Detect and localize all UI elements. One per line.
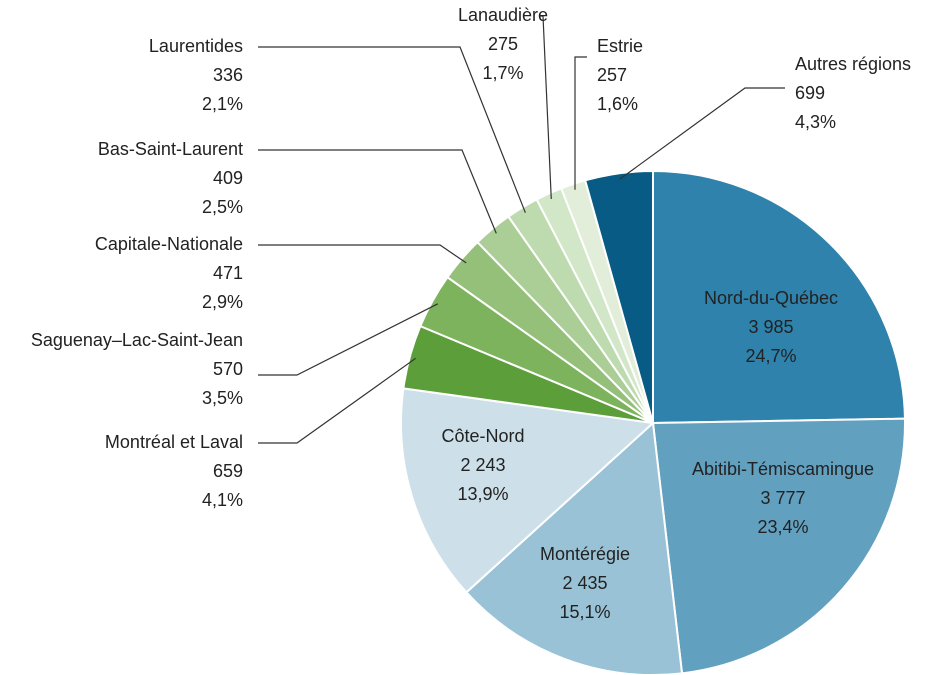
slice-label-value: 3 985 — [748, 317, 793, 337]
pie-slice — [652, 169, 906, 425]
slice-label-value: 15,1% — [559, 602, 610, 622]
slice-label-value: 2,5% — [202, 197, 243, 217]
slice-label-name: Côte-Nord — [441, 426, 524, 446]
slice-label-name: Laurentides — [149, 36, 243, 56]
slice-label-value: 4,3% — [795, 112, 836, 132]
leader-line — [258, 149, 497, 234]
slice-label-name: Montréal et Laval — [105, 432, 243, 452]
slice-label-name: Nord-du-Québec — [704, 288, 838, 308]
slice-label-value: 1,6% — [597, 94, 638, 114]
slice-label-value: 2 243 — [460, 455, 505, 475]
slice-label-value: 2 435 — [562, 573, 607, 593]
slice-label-value: 13,9% — [457, 484, 508, 504]
slice-label-value: 3 777 — [760, 488, 805, 508]
pie-slice — [400, 387, 656, 594]
leader-line — [574, 56, 587, 190]
leader-line — [258, 244, 467, 264]
leader-line — [258, 303, 439, 376]
slice-label-value: 2,9% — [202, 292, 243, 312]
slice-label-value: 4,1% — [202, 490, 243, 510]
slice-label-name: Abitibi-Témiscamingue — [692, 459, 874, 479]
slice-label-value: 3,5% — [202, 388, 243, 408]
slice-label-value: 275 — [488, 34, 518, 54]
pie-slice — [583, 169, 654, 424]
slice-label-name: Lanaudière — [458, 5, 548, 25]
slice-label-value: 336 — [213, 65, 243, 85]
slice-label-value: 24,7% — [745, 346, 796, 366]
slice-label-value: 659 — [213, 461, 243, 481]
slice-label-value: 699 — [795, 83, 825, 103]
slice-label-name: Montérégie — [540, 544, 630, 564]
slice-label-value: 570 — [213, 359, 243, 379]
slice-label-value: 1,7% — [482, 63, 523, 83]
slice-label-value: 2,1% — [202, 94, 243, 114]
slice-label-name: Bas-Saint-Laurent — [98, 139, 243, 159]
slice-label-name: Capitale-Nationale — [95, 234, 243, 254]
leader-line — [540, 15, 552, 200]
leader-line — [258, 46, 526, 213]
leader-line — [258, 357, 417, 444]
slice-label-value: 409 — [213, 168, 243, 188]
pie-slice — [651, 417, 906, 675]
slice-label-name: Estrie — [597, 36, 643, 56]
leader-line — [619, 87, 785, 180]
slice-label-value: 471 — [213, 263, 243, 283]
slice-label-name: Saguenay–Lac-Saint-Jean — [31, 330, 243, 350]
slice-label-name: Autres régions — [795, 54, 911, 74]
slice-label-value: 257 — [597, 65, 627, 85]
slice-label-value: 23,4% — [757, 517, 808, 537]
